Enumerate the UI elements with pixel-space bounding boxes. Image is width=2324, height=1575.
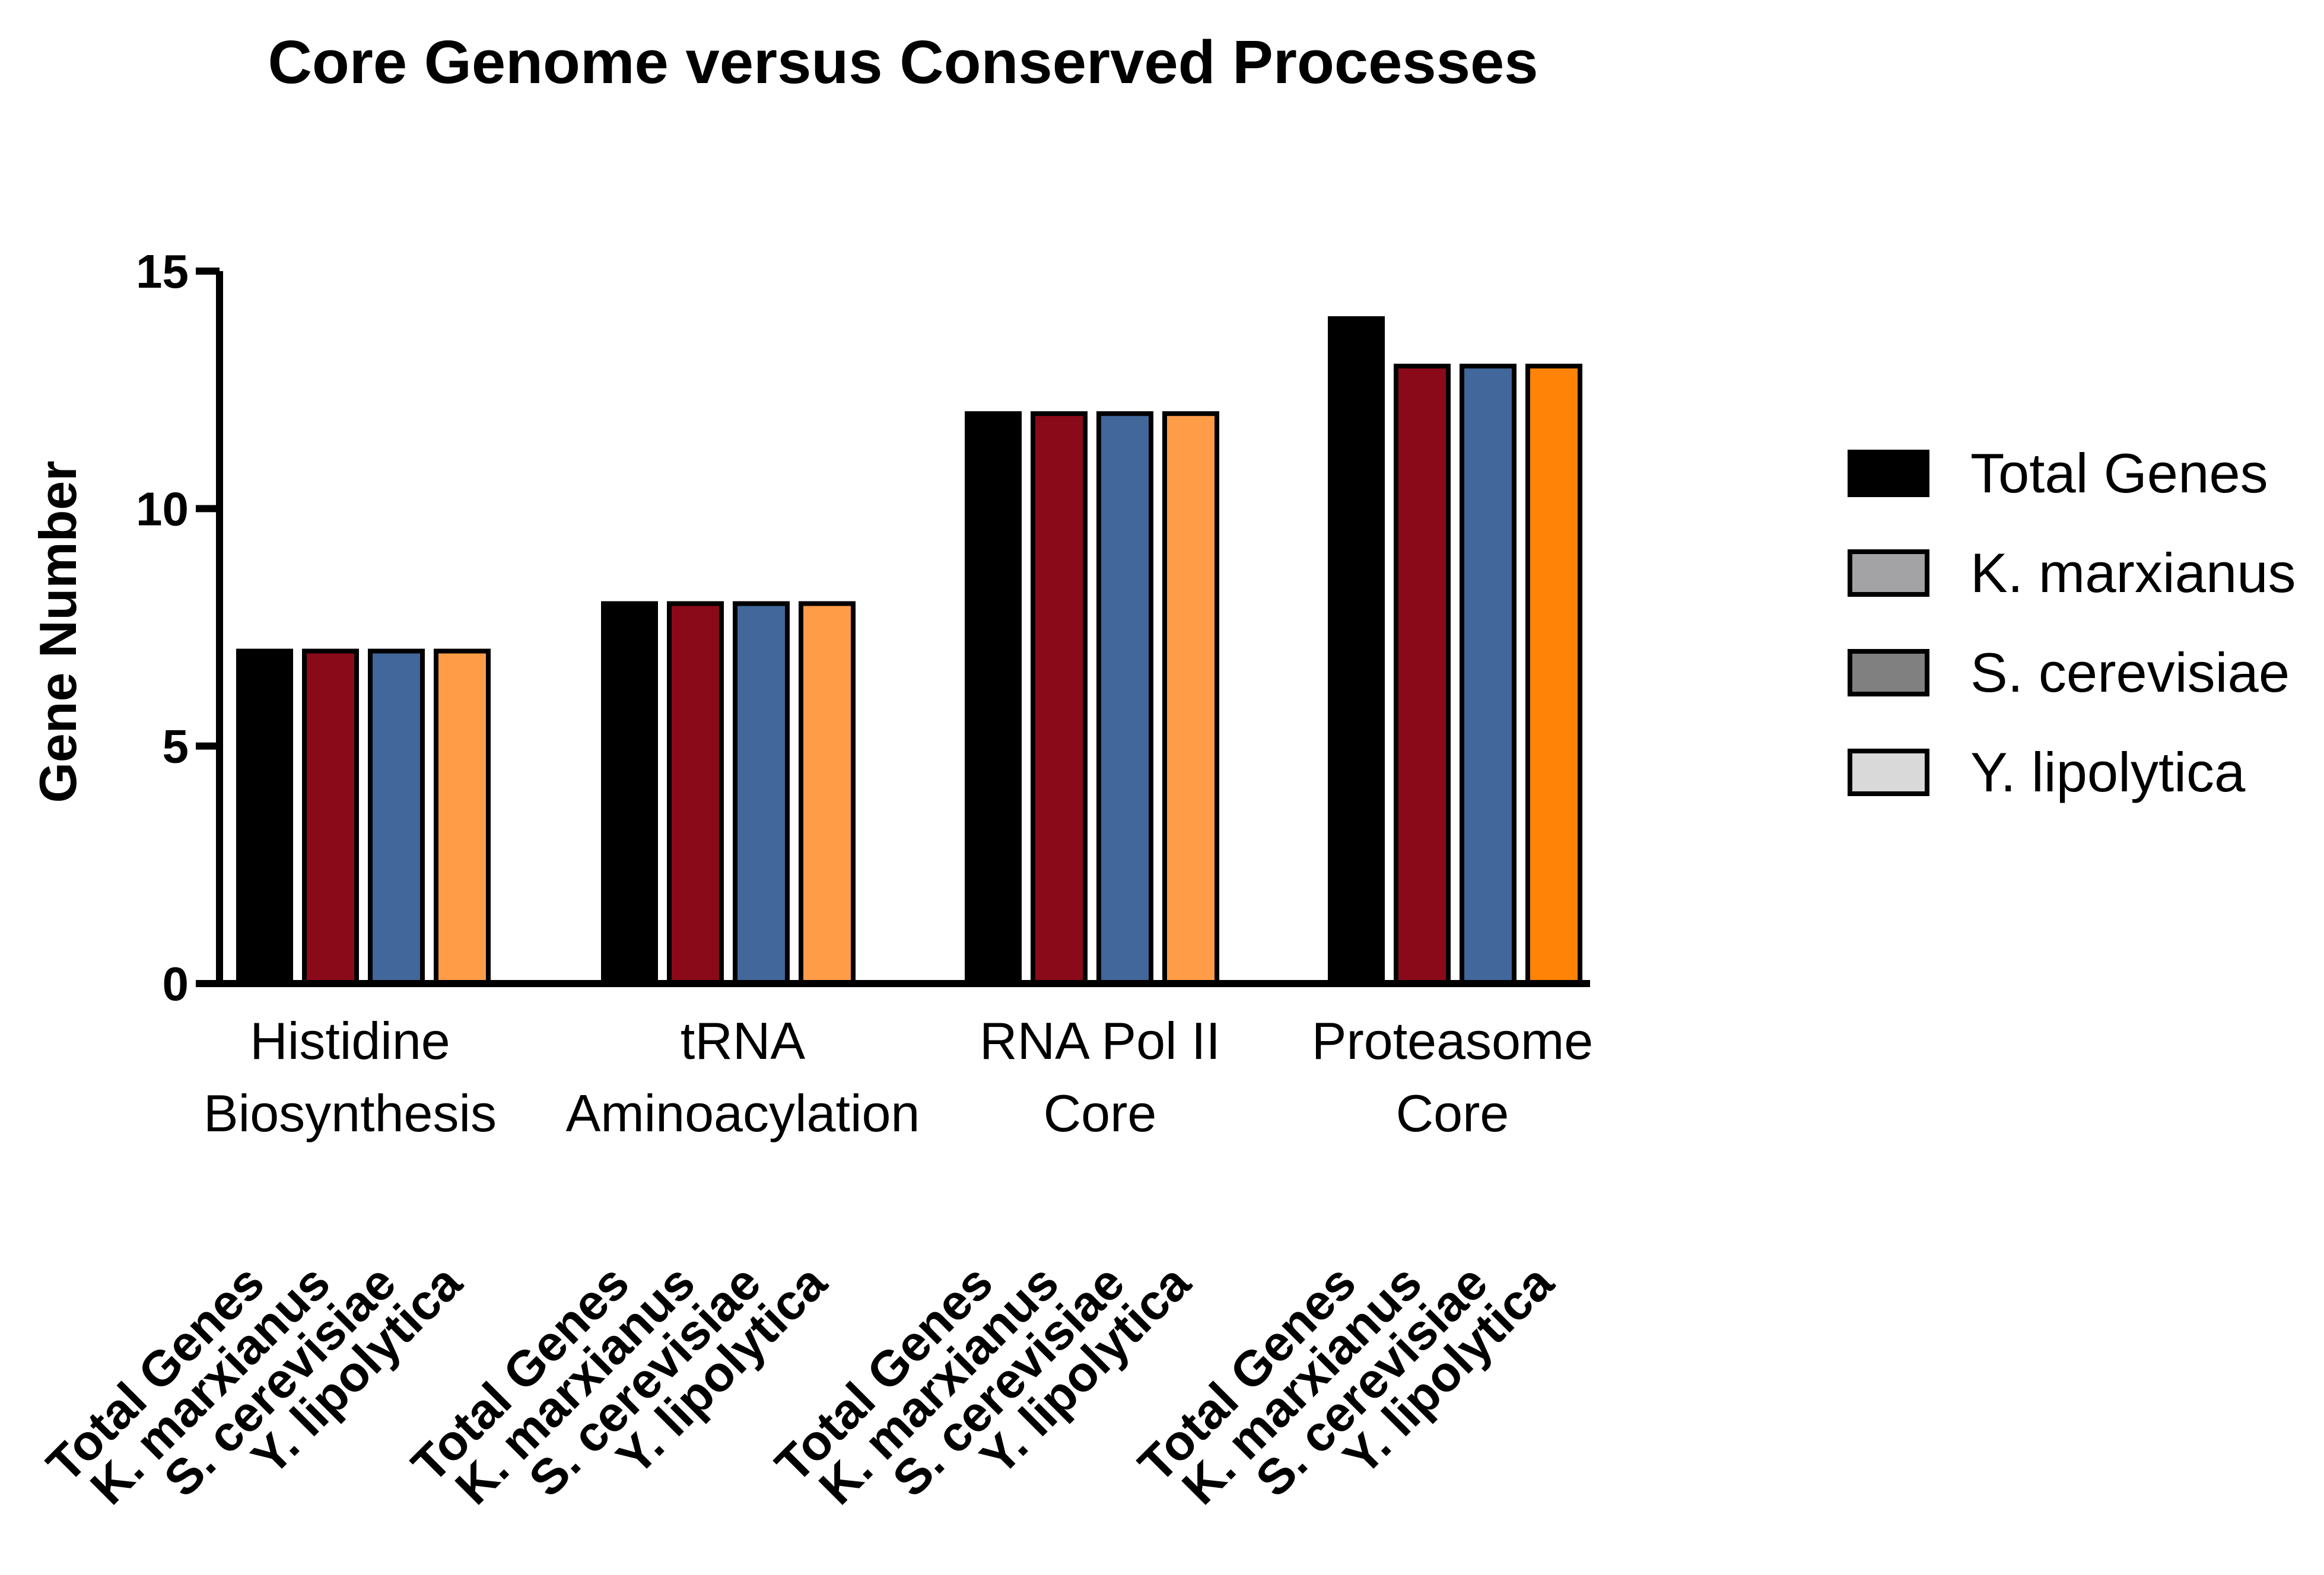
y-tick-label: 10 [136,482,189,535]
bar [1525,364,1582,987]
legend: Total Genes K. marxianus S. cerevisiae Y. l… [1848,442,2296,803]
bar [1394,364,1451,987]
category-label: tRNA Aminoacylation [566,1011,920,1143]
bar [434,648,491,986]
legend-swatch [1848,749,1929,796]
bars-group [236,316,1582,987]
legend-label: Total Genes [1970,442,2268,504]
legend-swatch [1848,549,1929,597]
chart-title: Core Genome versus Conserved Processes [268,28,1538,96]
y-tick-label: 5 [163,720,189,773]
bar [368,648,425,986]
bar [601,601,658,986]
bar [799,601,856,986]
bar [733,601,790,986]
legend-label: S. cerevisiae [1970,641,2290,704]
legend-swatch [1848,450,1929,497]
legend-label: Y. lipolytica [1970,741,2246,803]
bar [1162,411,1219,986]
bar [236,648,293,986]
category-labels-group: Histidine Biosynthesis tRNA Aminoacylation R… [204,1011,1593,1143]
bar [1328,316,1385,986]
legend-label: K. marxianus [1970,542,2296,604]
bar [1460,364,1517,987]
y-tick-label: 15 [136,245,189,298]
legend-swatch [1848,649,1929,696]
y-axis-label: Gene Number [28,460,87,803]
bar [1096,411,1153,986]
category-label: Histidine Biosynthesis [204,1011,497,1143]
bar [667,601,724,986]
y-tick-label: 0 [163,957,189,1010]
bar [965,411,1022,986]
bar [1031,411,1088,986]
category-label: Proteasome Core [1312,1011,1593,1143]
bar [302,648,359,986]
axes-group: 0 5 10 15 [136,245,1590,1010]
category-label: RNA Pol II Core [980,1011,1220,1143]
